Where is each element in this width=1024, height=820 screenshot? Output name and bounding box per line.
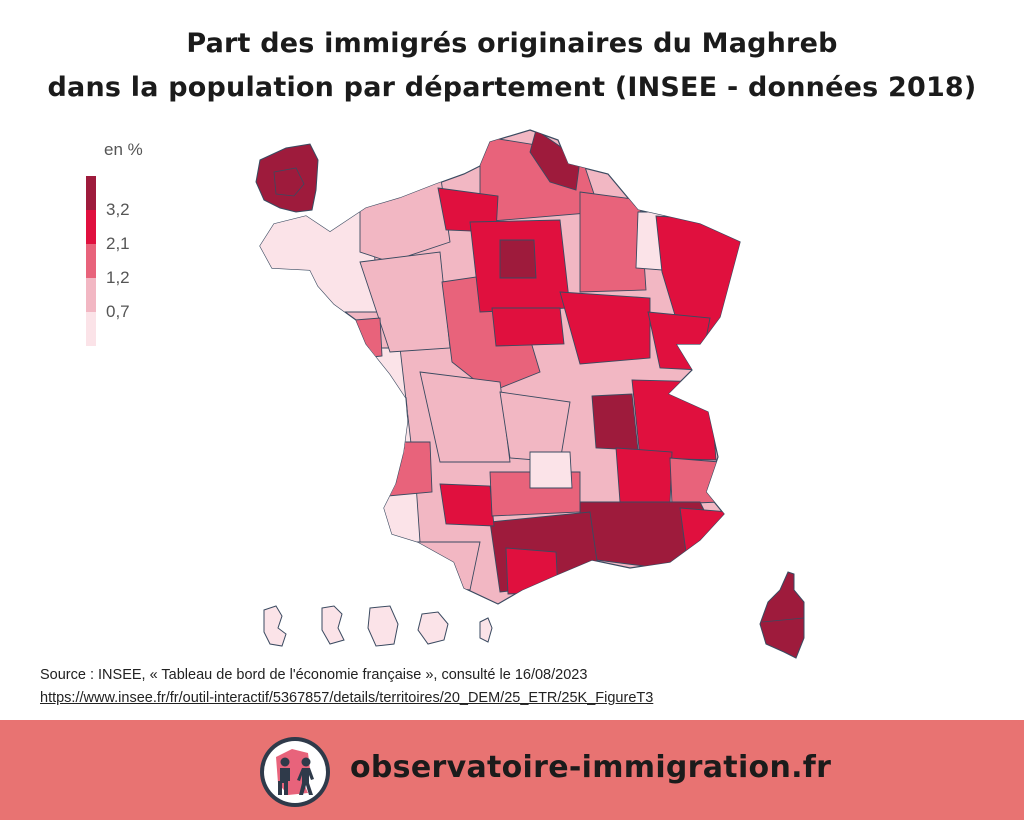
title-line-1: Part des immigrés originaires du Maghreb — [186, 28, 838, 59]
legend-tick-3: 1,2 — [106, 268, 130, 287]
martinique — [321, 605, 345, 645]
corsica — [759, 571, 805, 659]
brand-name: observatoire-immigration.fr — [350, 750, 832, 785]
region-alpes-maritimes — [679, 507, 731, 553]
region-herault — [505, 547, 559, 595]
region-champagne — [579, 191, 647, 293]
paris-inset — [255, 143, 319, 213]
region-loiret — [491, 307, 565, 347]
region-isere-savoie — [631, 379, 717, 461]
region-loire-rhone — [591, 393, 639, 451]
legend-swatch-3 — [86, 244, 96, 278]
legend: en % 3,2 2,1 1,2 0,7 — [86, 140, 196, 350]
guyane — [367, 605, 399, 647]
legend-unit: en % — [104, 140, 143, 159]
region-sarthe — [329, 317, 383, 361]
legend-swatch-5 — [86, 312, 96, 346]
region-paris — [499, 239, 537, 279]
region-pyrenees — [399, 541, 481, 591]
legend-tick-2: 2,1 — [106, 234, 130, 253]
legend-tick-4: 0,7 — [106, 302, 130, 321]
region-auvergne — [499, 391, 571, 463]
mayotte — [479, 617, 493, 643]
legend-swatch-1 — [86, 176, 96, 210]
legend-tick-1: 3,2 — [106, 200, 130, 219]
guadeloupe — [263, 605, 287, 647]
legend-swatch-4 — [86, 278, 96, 312]
footer-banner: observatoire-immigration.fr — [0, 720, 1024, 820]
legend-swatch-2 — [86, 210, 96, 244]
france-map-svg — [255, 129, 805, 659]
region-bourgogne — [559, 291, 651, 365]
source-link[interactable]: https://www.insee.fr/fr/outil-interactif… — [40, 690, 654, 706]
region-bretagne — [260, 211, 379, 313]
source-text: Source : INSEE, « Tableau de bord de l'é… — [40, 667, 588, 683]
choropleth-map: en % 3,2 2,1 1,2 0,7 — [60, 112, 820, 690]
department-regions — [260, 130, 740, 595]
people-walking-map-icon — [260, 737, 330, 807]
region-limousin — [419, 371, 511, 463]
page-title: Part des immigrés originaires du Maghreb… — [0, 22, 1024, 110]
title-line-2: dans la population par département (INSE… — [47, 72, 977, 103]
region-drome — [615, 447, 673, 505]
source-note: Source : INSEE, « Tableau de bord de l'é… — [40, 664, 820, 710]
region-gironde — [379, 441, 433, 497]
region-alpes — [669, 457, 721, 505]
la-reunion — [417, 611, 449, 645]
region-toulouse — [439, 483, 495, 527]
region-lozere — [529, 451, 573, 489]
